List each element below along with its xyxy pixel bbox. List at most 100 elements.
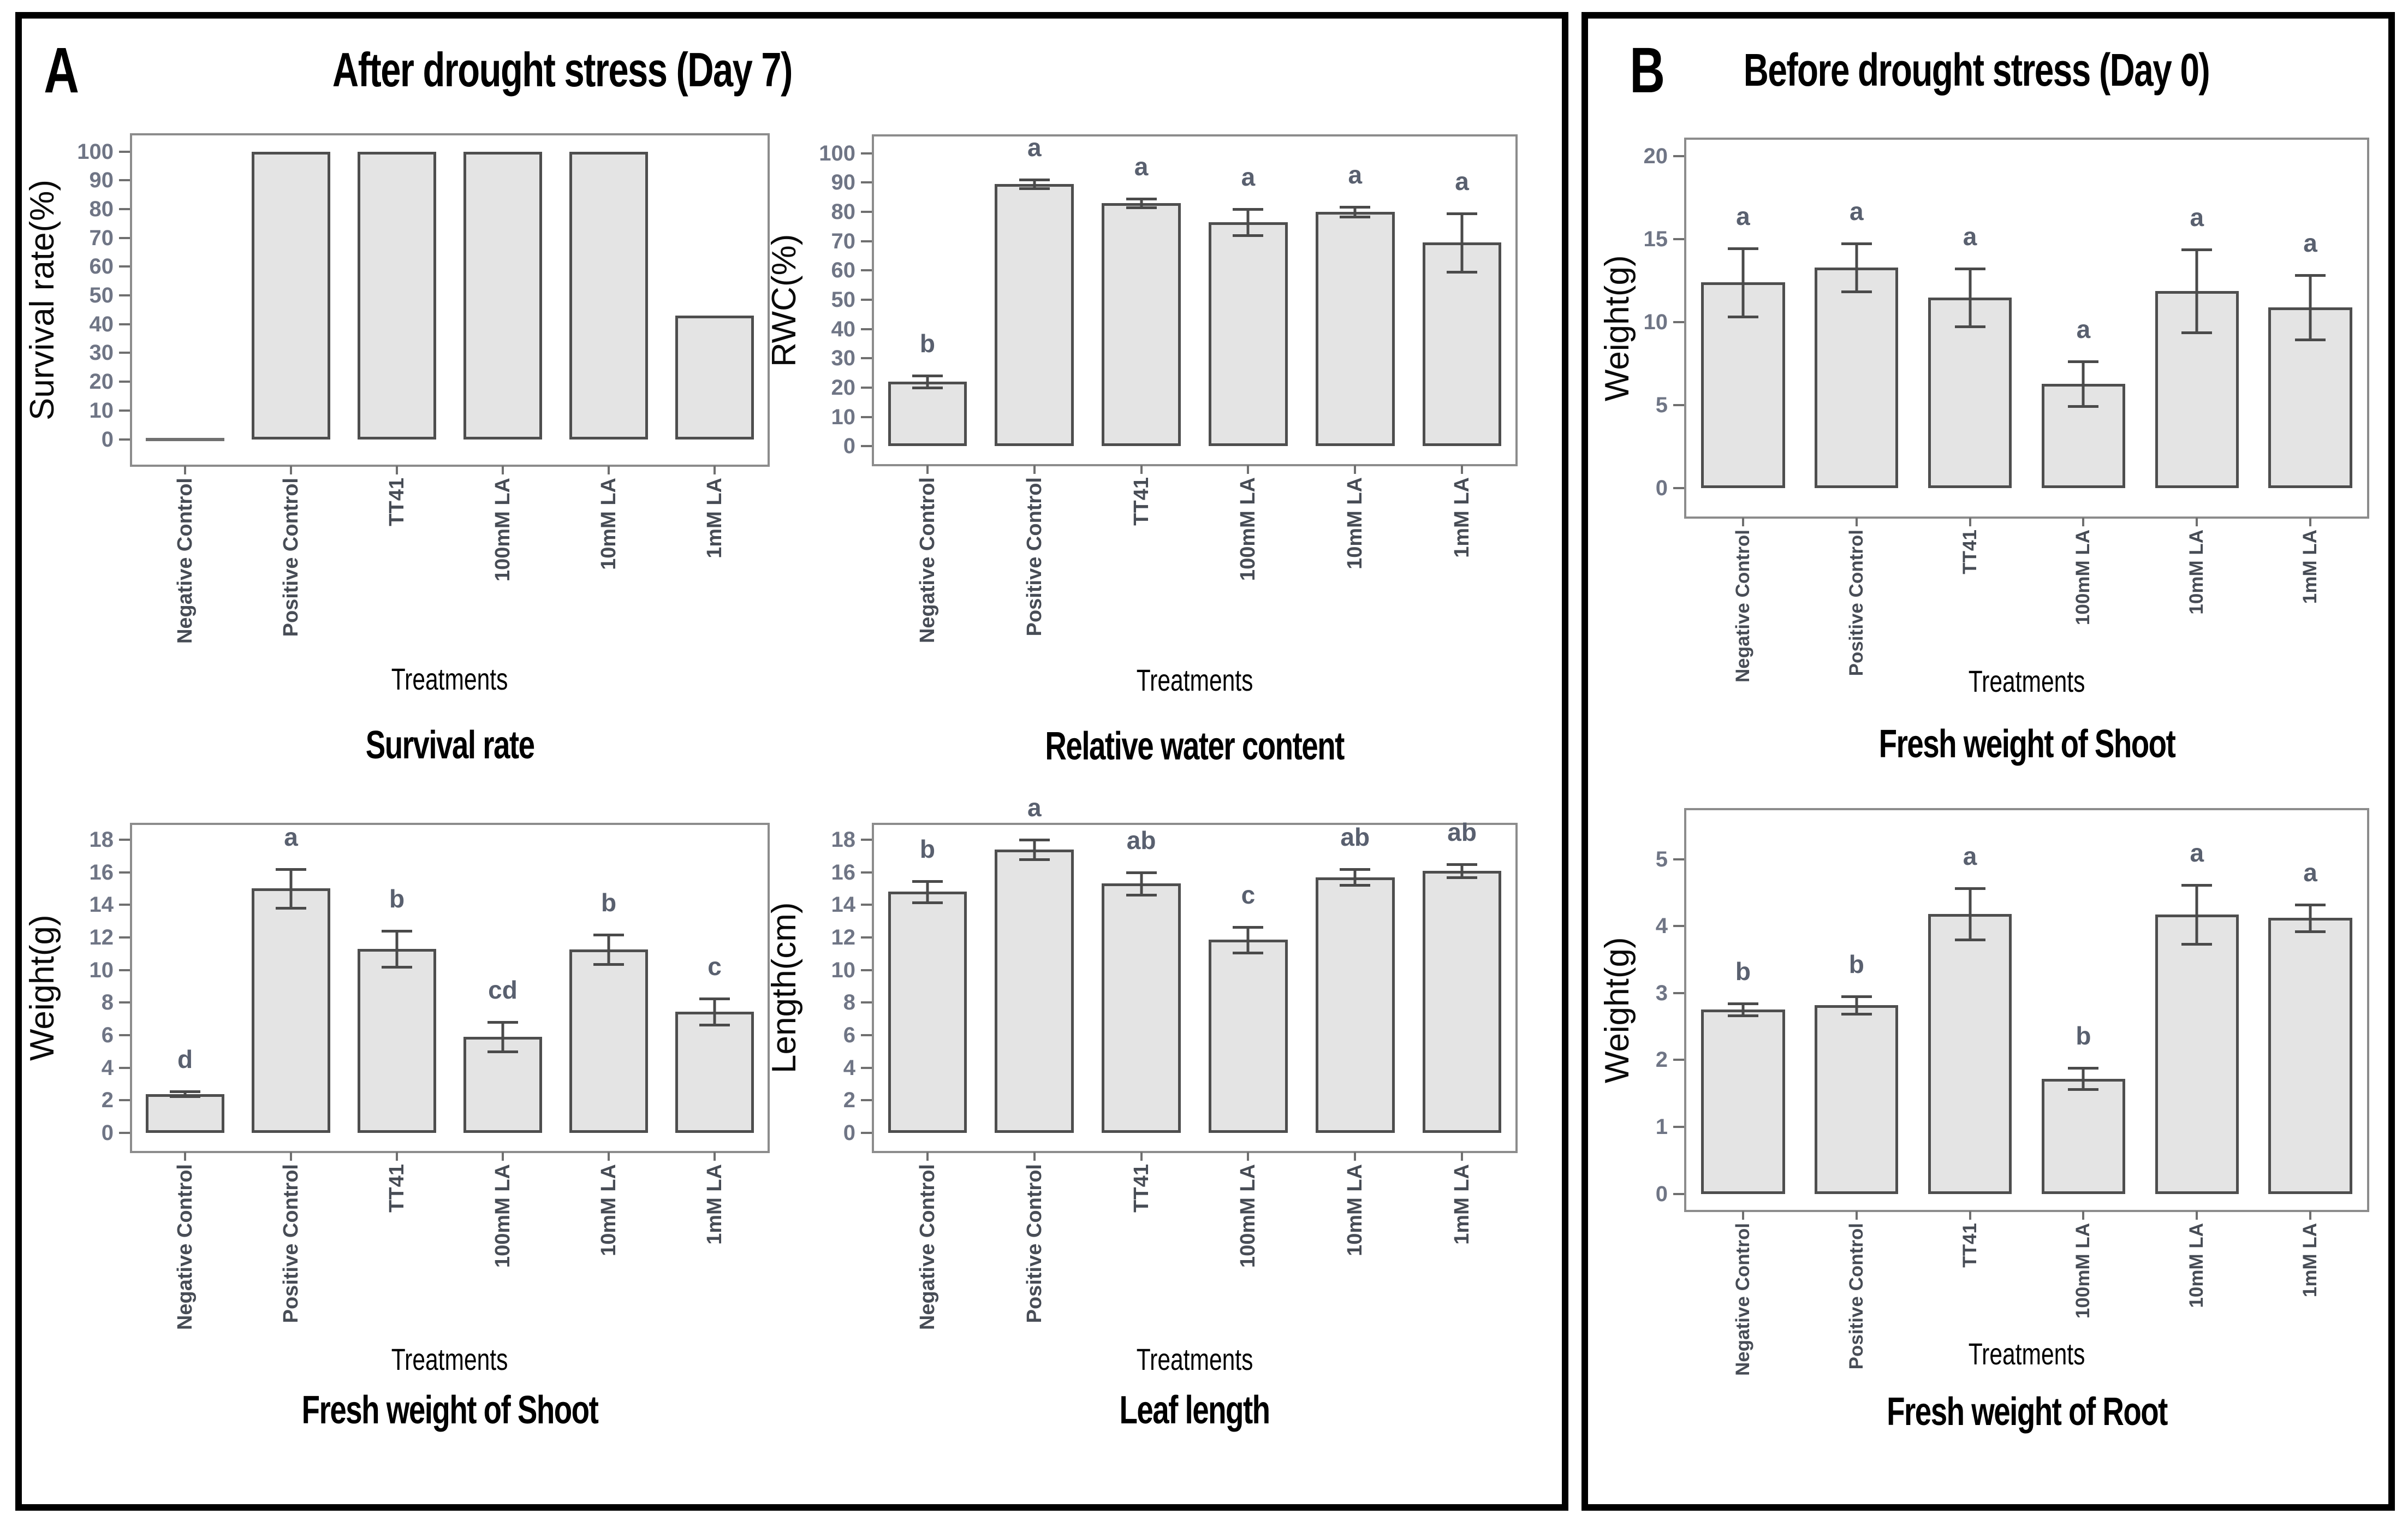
y-tick-mark xyxy=(1673,1059,1684,1061)
x-axis-title-text: Treatments xyxy=(1136,663,1253,697)
bar xyxy=(569,949,648,1133)
error-bar-line xyxy=(1460,864,1464,877)
error-bar-cap-top xyxy=(382,930,412,933)
significance-letter: b xyxy=(1735,957,1751,986)
error-bar-cap-top xyxy=(1447,863,1478,866)
x-tick-mark xyxy=(1969,518,1971,526)
bar xyxy=(1102,883,1181,1133)
y-tick-mark xyxy=(861,871,872,874)
error-bar-cap-bottom xyxy=(1841,1012,1872,1016)
y-tick-mark xyxy=(119,207,130,210)
x-tick-label: 1mM LA xyxy=(2299,1223,2321,1298)
significance-letter: a xyxy=(1027,133,1042,162)
y-tick-mark xyxy=(861,152,872,155)
y-tick-label: 40 xyxy=(831,317,856,341)
error-bar-cap-bottom xyxy=(1954,938,1985,941)
y-tick-label: 0 xyxy=(101,427,114,452)
significance-letter: b xyxy=(600,888,617,917)
y-tick-label: 2 xyxy=(1655,1048,1668,1072)
error-bar-cap-bottom xyxy=(1019,858,1050,861)
error-bar-cap-bottom xyxy=(1019,187,1050,190)
error-bar-cap-bottom xyxy=(2068,405,2099,408)
bar xyxy=(1928,297,2012,489)
bar xyxy=(675,315,754,440)
error-bar-line xyxy=(289,869,293,909)
significance-letter: ab xyxy=(1340,822,1370,851)
x-tick-label: 10mM LA xyxy=(597,1164,620,1256)
x-tick-label: 1mM LA xyxy=(703,1164,726,1245)
bar xyxy=(2155,915,2239,1194)
significance-letter: a xyxy=(1455,167,1469,195)
x-tick-label: 10mM LA xyxy=(2186,1223,2208,1308)
error-bar-cap-bottom xyxy=(2295,339,2326,342)
bar xyxy=(1209,222,1288,447)
error-bar-cap-top xyxy=(1233,207,1264,211)
significance-letter: a xyxy=(2303,858,2317,887)
y-tick-mark xyxy=(119,904,130,906)
bar xyxy=(995,183,1074,447)
x-tick-mark xyxy=(290,1152,292,1161)
error-bar-cap-bottom xyxy=(2181,943,2213,946)
error-bar-line xyxy=(2082,1068,2085,1090)
x-tick-label: Positive Control xyxy=(1022,477,1046,637)
error-bar-cap-bottom xyxy=(276,907,306,910)
x-tick-label: Negative Control xyxy=(174,478,197,644)
plot-area: 0 5 10 15 20 a Negative Control a Positive Contr… xyxy=(1644,138,2369,682)
x-axis-title-text: Treatments xyxy=(391,1342,508,1376)
y-tick-mark xyxy=(119,294,130,297)
x-tick-mark xyxy=(184,1152,186,1161)
y-tick-label: 100 xyxy=(77,139,114,164)
x-tick-mark xyxy=(2082,1211,2085,1220)
error-bar-line xyxy=(1741,248,1745,317)
significance-letter: b xyxy=(919,834,935,863)
y-tick-mark xyxy=(119,838,130,841)
error-bar-line xyxy=(1033,179,1036,188)
y-tick-label: 50 xyxy=(831,287,856,312)
x-axis-title-text: Treatments xyxy=(391,662,508,696)
bar xyxy=(358,151,436,440)
y-tick-mark xyxy=(861,969,872,971)
x-tick-mark xyxy=(2309,518,2312,526)
significance-letter: a xyxy=(1348,160,1363,189)
bar xyxy=(2268,918,2352,1194)
plot-area: 0 2 4 6 8 10 12 14 16 18 b Negative Control a Positiv… xyxy=(831,795,1518,1330)
y-tick-label: 100 xyxy=(819,141,855,165)
x-tick-mark xyxy=(1855,518,1858,526)
bar xyxy=(1102,203,1181,447)
chart-title: Relative water content xyxy=(872,727,1518,766)
x-tick-mark xyxy=(290,466,292,474)
y-tick-label: 1 xyxy=(1655,1114,1668,1139)
x-axis-title: Treatments xyxy=(130,664,770,694)
y-tick-mark xyxy=(861,386,872,389)
error-bar-cap-top xyxy=(699,997,730,1000)
significance-letter: b xyxy=(919,329,935,358)
y-tick-mark xyxy=(1673,155,1684,158)
error-bar-line xyxy=(607,935,610,965)
bar xyxy=(569,151,648,440)
error-bar-cap-bottom xyxy=(170,1095,200,1098)
x-tick-mark xyxy=(1033,1152,1036,1161)
x-axis-title: Treatments xyxy=(130,1344,770,1375)
bar xyxy=(888,892,967,1133)
error-bar-cap-top xyxy=(1019,178,1050,181)
error-bar-cap-bottom xyxy=(1954,325,1985,328)
x-tick-label: Negative Control xyxy=(915,1164,939,1331)
y-tick-label: 4 xyxy=(101,1055,114,1080)
error-bar-line xyxy=(501,1022,504,1052)
x-tick-label: 100mM LA xyxy=(1236,1164,1260,1268)
error-bar-cap-top xyxy=(1126,871,1157,874)
error-bar-cap-bottom xyxy=(1233,952,1264,955)
x-tick-label: Negative Control xyxy=(915,477,939,644)
significance-letter: cd xyxy=(488,976,518,1005)
y-tick-label: 10 xyxy=(89,398,114,423)
y-tick-mark xyxy=(861,269,872,272)
x-axis-title: Treatments xyxy=(872,1344,1518,1375)
error-bar-line xyxy=(1246,927,1250,953)
significance-letter: a xyxy=(1736,202,1750,231)
x-tick-mark xyxy=(1140,1152,1143,1161)
y-tick-label: 6 xyxy=(101,1023,114,1048)
y-tick-mark xyxy=(861,1066,872,1069)
x-tick-mark xyxy=(608,466,610,474)
chart-title-text: Fresh weight of Shoot xyxy=(301,1388,599,1432)
x-tick-mark xyxy=(1741,518,1744,526)
